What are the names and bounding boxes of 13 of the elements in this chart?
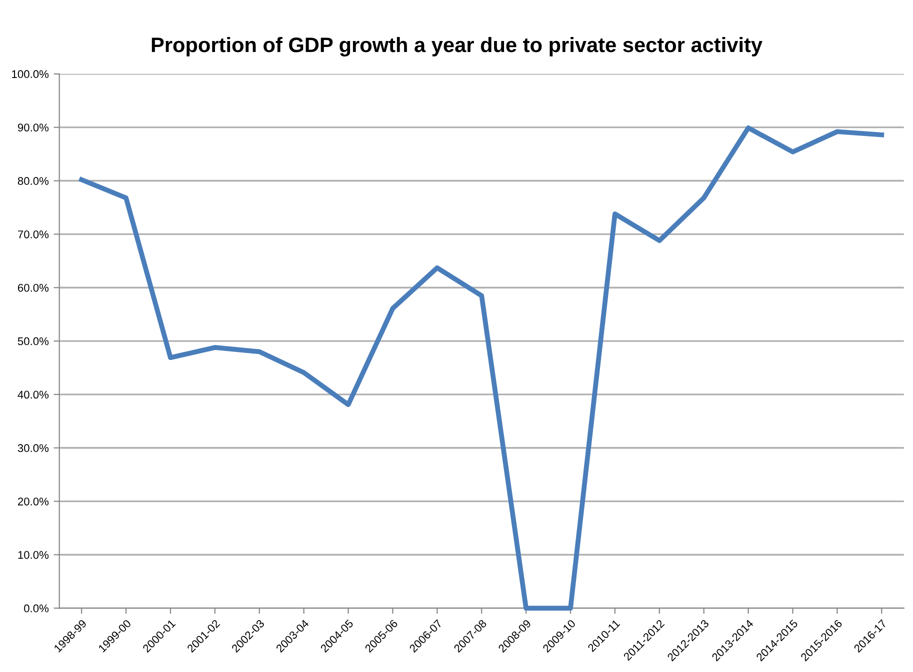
- y-tick-label: 10.0%: [18, 551, 49, 559]
- y-tick-label: 20.0%: [18, 498, 49, 506]
- y-tick-label: 70.0%: [18, 230, 49, 238]
- line-series: [79, 125, 884, 611]
- y-tick-label: 0.0%: [24, 604, 49, 612]
- y-tick-label: 50.0%: [18, 337, 49, 346]
- y-tick-label: 60.0%: [18, 284, 49, 292]
- y-tick-label: 80.0%: [18, 177, 49, 185]
- y-tick-label: 100.0%: [12, 70, 49, 78]
- chart-title: Proportion of GDP growth a year due to private sector activity: [152, 36, 762, 56]
- y-tick-label: 40.0%: [18, 390, 49, 399]
- y-tick-label: 30.0%: [18, 444, 49, 452]
- y-tick-label: 90.0%: [18, 124, 49, 132]
